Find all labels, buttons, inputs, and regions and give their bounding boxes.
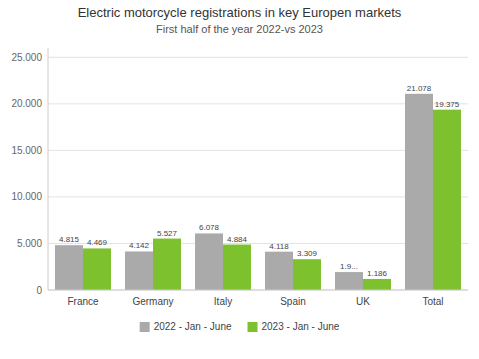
data-label: 4.884 (227, 235, 248, 244)
legend-label: 2023 - Jan - June (262, 321, 340, 332)
grid-line (48, 57, 468, 58)
y-tick-label: 5.000 (17, 238, 42, 249)
data-label: 6.078 (199, 223, 220, 232)
data-label: 21.078 (407, 84, 432, 93)
bar (405, 94, 433, 290)
data-label: 4.142 (129, 241, 150, 250)
bar (293, 259, 321, 290)
grid (48, 57, 468, 290)
bar (83, 248, 111, 290)
chart: Electric motorcycle registrations in key… (0, 0, 479, 359)
y-tick-label: 0 (36, 285, 42, 296)
bars (55, 94, 461, 290)
data-label: 1.186 (367, 269, 388, 278)
bar (125, 251, 153, 290)
x-tick-label: Germany (132, 296, 173, 307)
bar (335, 272, 363, 290)
data-label: 1.9... (340, 262, 358, 271)
y-tick-label: 10.000 (11, 191, 42, 202)
data-label: 4.469 (87, 238, 108, 247)
x-tick-label: Italy (214, 296, 232, 307)
grid-line (48, 290, 468, 291)
bar (363, 279, 391, 290)
y-tick-label: 15.000 (11, 145, 42, 156)
data-labels: 4.815 4.469 4.142 5.527 6.078 4.884 4.118 3.309… (59, 84, 460, 278)
subtitle: First half of the year 2022-vs 2023 (156, 23, 323, 35)
data-label: 4.118 (269, 242, 289, 251)
y-tick-label: 20.000 (11, 98, 42, 109)
data-label: 5.527 (157, 229, 178, 238)
x-tick-label: Total (422, 296, 443, 307)
y-tick-label: 25.000 (11, 52, 42, 63)
data-label: 19.375 (435, 100, 460, 109)
bar (55, 245, 83, 290)
legend: 2022 - Jan - June 2023 - Jan - June (140, 321, 340, 332)
bar (195, 233, 223, 290)
x-axis-line (48, 290, 468, 291)
x-tick-label: UK (356, 296, 370, 307)
bar (265, 252, 293, 290)
legend-label: 2022 - Jan - June (154, 321, 232, 332)
x-tick-label: Spain (280, 296, 306, 307)
data-label: 3.309 (297, 249, 318, 258)
title: Electric motorcycle registrations in key… (78, 5, 402, 20)
x-tick-label: France (67, 296, 99, 307)
legend-swatch (248, 322, 258, 332)
bar (223, 245, 251, 290)
legend-swatch (140, 322, 150, 332)
data-label: 4.815 (59, 235, 80, 244)
bar (433, 110, 461, 290)
bar (153, 239, 181, 290)
y-axis-line (48, 48, 49, 290)
